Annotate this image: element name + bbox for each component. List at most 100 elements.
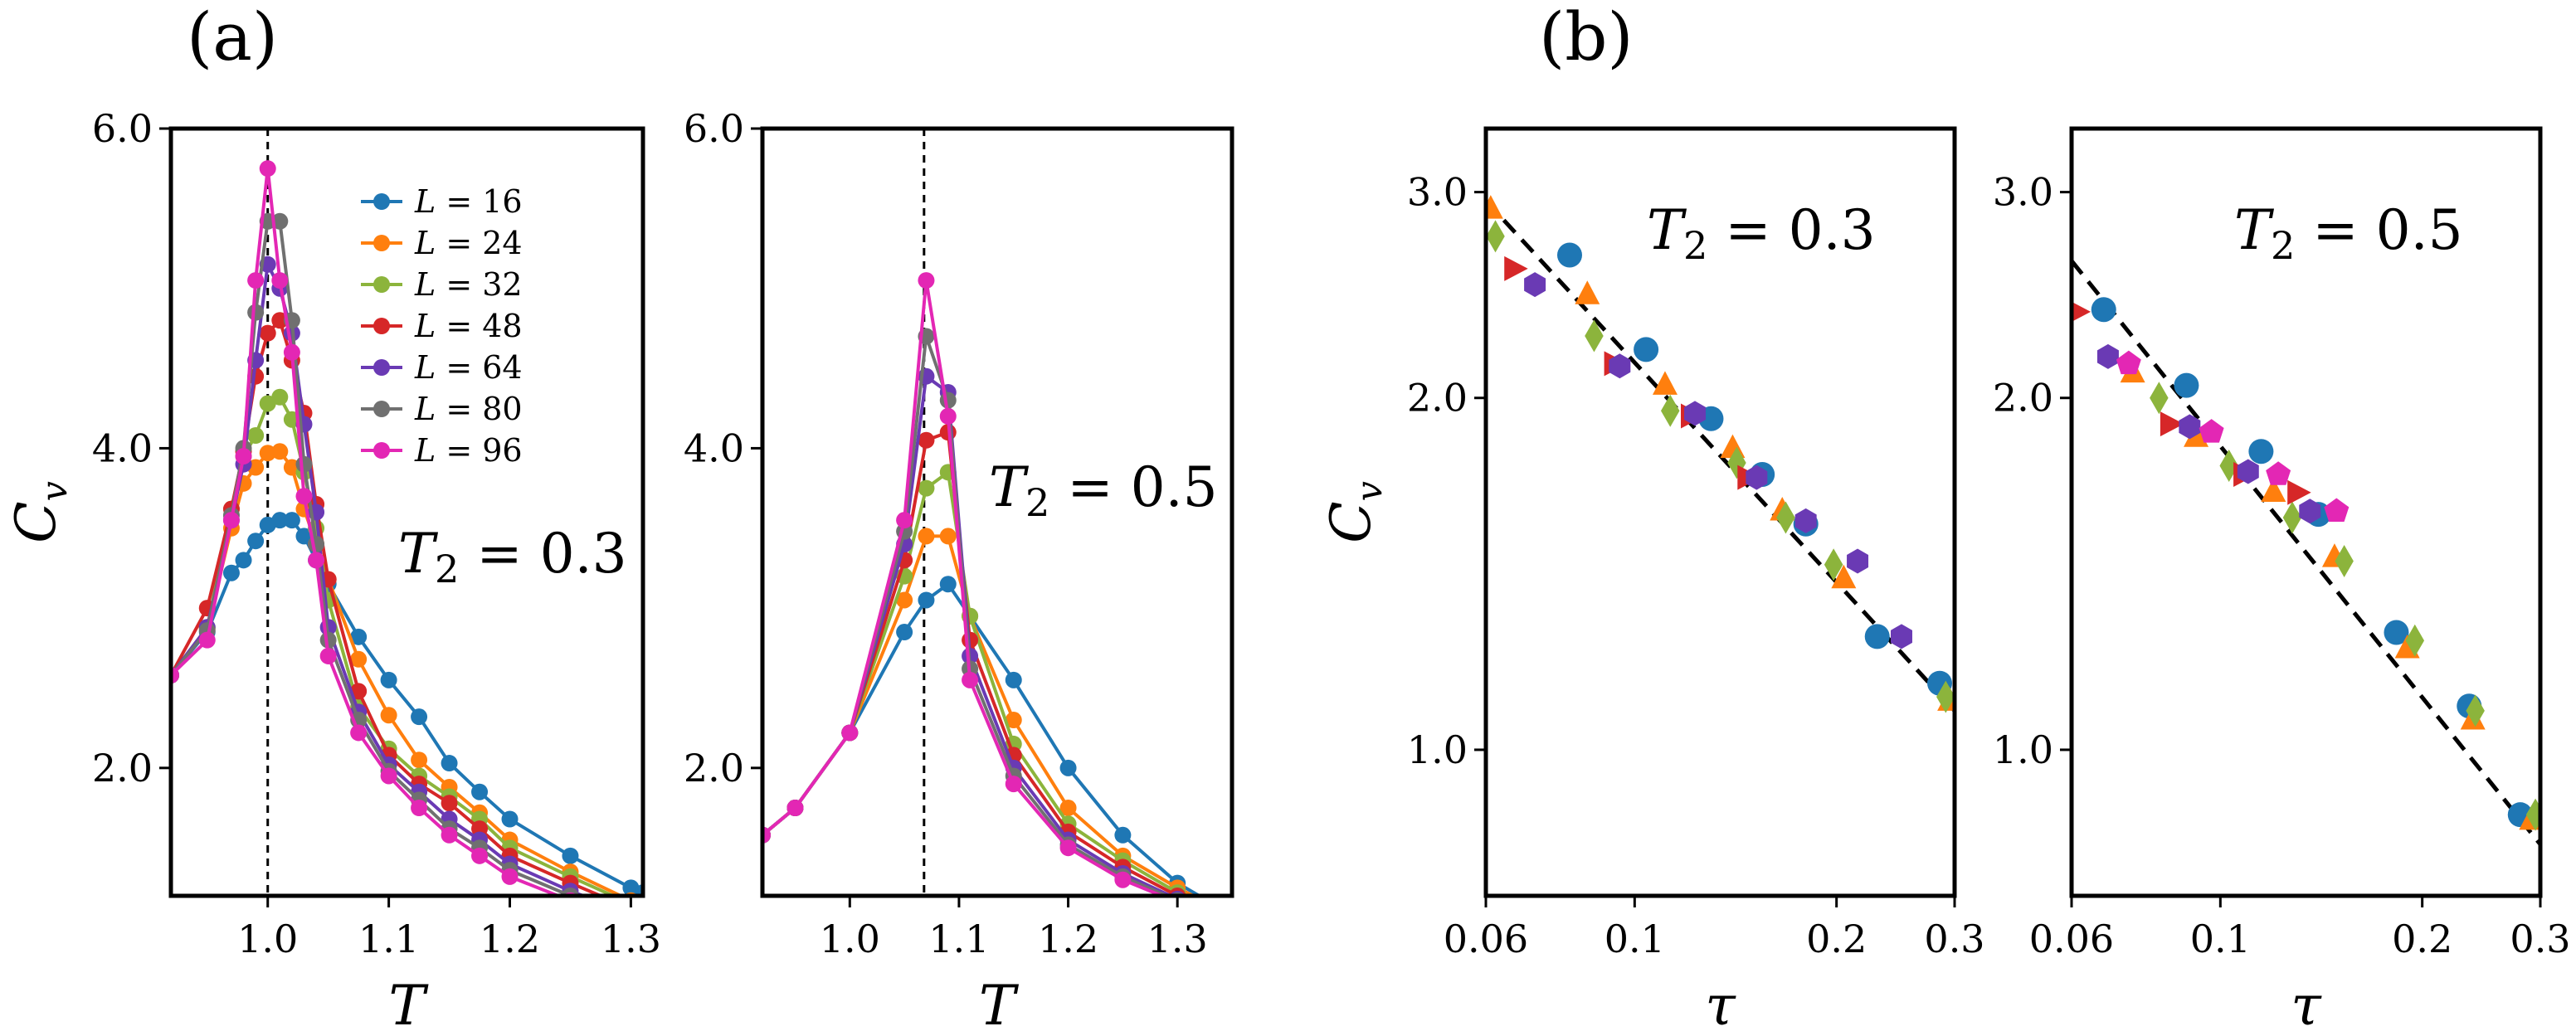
panel-label-b: (b) <box>1539 0 1634 75</box>
data-point <box>918 479 935 497</box>
data-point <box>1504 255 1528 281</box>
power-law-fit-line <box>2072 259 2540 846</box>
data-point <box>1224 908 1240 925</box>
legend-marker <box>373 276 390 293</box>
data-point <box>1486 195 1503 219</box>
data-point <box>562 847 579 864</box>
series-line <box>171 259 588 896</box>
y-tick-label: 3.0 <box>1993 170 2053 215</box>
data-point <box>441 826 458 844</box>
data-point <box>198 631 216 649</box>
data-point <box>1891 624 1912 649</box>
series-l-96 <box>762 272 1183 896</box>
data-point <box>2096 343 2119 369</box>
chart-b-right: 0.06 0.1 0.2 0.3 1.0 2.0 3.0 τ T2 = 0.5 <box>1993 126 2571 1036</box>
x-tick-label: 1.2 <box>1038 917 1098 961</box>
data-point <box>247 272 265 289</box>
series-line <box>762 469 1190 896</box>
x-tick-label: 0.2 <box>1806 917 1867 961</box>
data-point <box>2160 411 2184 437</box>
legend-label: L = 80 <box>414 391 523 427</box>
series-l-80 <box>762 328 1240 928</box>
data-point <box>1585 319 1604 353</box>
data-point <box>1224 912 1240 928</box>
data-point <box>1224 907 1240 923</box>
y-tick-label: 3.0 <box>1407 170 1468 215</box>
data-point <box>441 795 458 812</box>
data-point <box>1652 371 1678 395</box>
plot-area <box>171 129 651 915</box>
x-tick-label: 0.06 <box>2029 917 2114 961</box>
y-axis-label: Cv <box>4 481 75 543</box>
data-point <box>271 312 289 329</box>
data-point <box>271 272 289 289</box>
data-point <box>2199 419 2224 443</box>
x-tick-label: 0.1 <box>2190 917 2251 961</box>
y-tick-label: 2.0 <box>1407 376 1468 421</box>
data-point <box>1059 759 1077 776</box>
legend-item: L = 16 <box>361 183 523 220</box>
data-point <box>1005 776 1022 793</box>
series-l-48 <box>171 312 606 896</box>
data-point <box>2324 498 2350 523</box>
data-point <box>1059 800 1077 817</box>
data-point <box>222 564 240 581</box>
series-l-64 <box>1524 272 1912 649</box>
series-l-64 <box>762 367 1186 896</box>
x-tick-label: 0.3 <box>2510 917 2570 961</box>
data-point <box>471 783 489 800</box>
axes-frame <box>1483 126 1957 898</box>
annotation-t2: T2 = 0.5 <box>2234 198 2463 268</box>
data-point <box>918 272 935 289</box>
x-tick-label: 0.2 <box>2392 917 2452 961</box>
data-point <box>2248 439 2274 464</box>
data-point <box>247 427 265 444</box>
data-point <box>1847 548 1869 574</box>
series-l-24 <box>1486 195 1955 711</box>
series-l-64 <box>171 255 588 896</box>
data-point <box>350 628 368 645</box>
chart-a-right: 1.0 1.1 1.2 1.3 2.0 4.0 6.0 T T2 = 0.5 <box>684 106 1240 1036</box>
y-tick-label: 4.0 <box>684 426 744 470</box>
y-tick-label: 2.0 <box>684 746 744 790</box>
series-l-96 <box>2116 350 2350 523</box>
data-point <box>1005 671 1022 688</box>
data-point <box>2384 620 2409 645</box>
plot-area <box>1486 195 1955 713</box>
data-point <box>411 708 428 726</box>
series-l-32 <box>762 464 1240 925</box>
data-point <box>1224 910 1240 927</box>
data-point <box>350 650 368 668</box>
data-point <box>411 800 428 817</box>
data-point <box>1936 680 1955 713</box>
annotation-t2: T2 = 0.3 <box>398 522 627 591</box>
legend-marker <box>373 235 390 251</box>
data-point <box>319 647 337 664</box>
legend-item: L = 24 <box>361 225 523 261</box>
data-point <box>259 160 276 178</box>
chart-b-left: 0.06 0.1 0.2 0.3 1.0 2.0 3.0 τ Cv T2 = 0.3 <box>1319 126 1985 1036</box>
data-point <box>247 304 265 321</box>
data-point <box>1005 712 1022 729</box>
series-line <box>171 317 606 896</box>
data-point <box>271 443 289 460</box>
data-point <box>786 800 804 817</box>
data-point <box>635 898 651 915</box>
annotation-t2: T2 = 0.5 <box>989 455 1218 525</box>
y-tick-label: 6.0 <box>92 106 153 151</box>
legend-label: L = 24 <box>414 225 523 261</box>
data-point <box>380 671 397 688</box>
data-point <box>501 810 519 828</box>
data-point <box>235 552 252 569</box>
data-point <box>2116 350 2141 375</box>
legend-marker <box>373 442 390 459</box>
data-point <box>918 591 935 609</box>
data-point <box>380 707 397 724</box>
data-point <box>2179 414 2201 440</box>
data-point <box>1794 508 1817 533</box>
x-tick-label: 0.06 <box>1444 917 1528 961</box>
data-point <box>1746 464 1768 490</box>
data-point <box>411 751 428 769</box>
